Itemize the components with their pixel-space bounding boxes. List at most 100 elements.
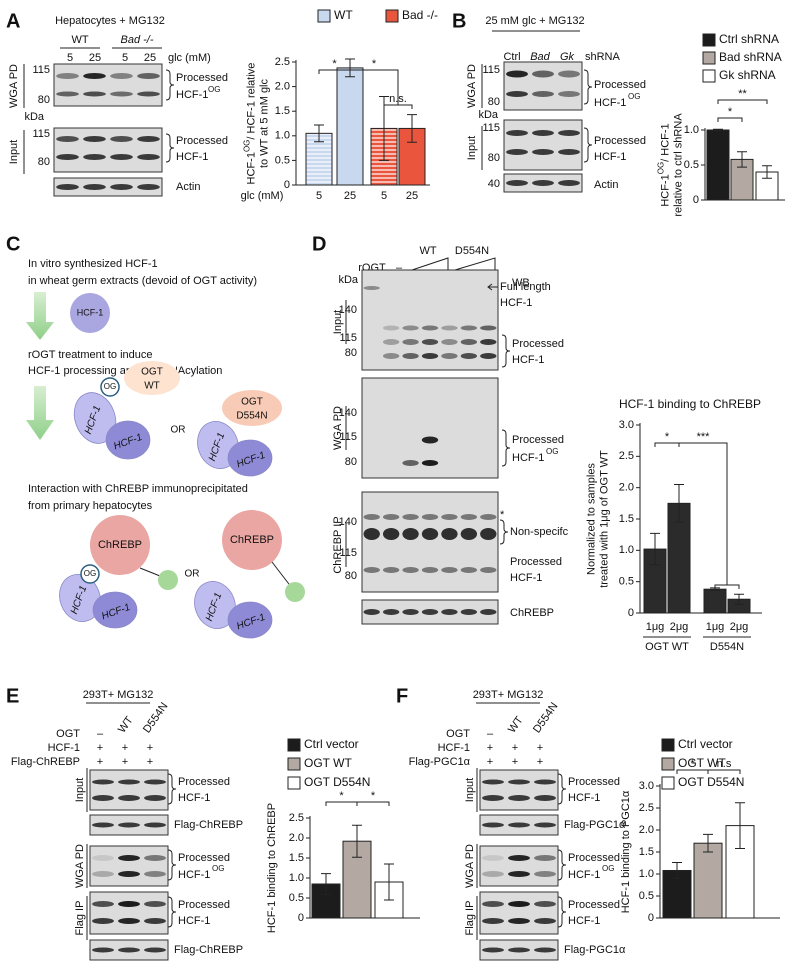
band <box>480 567 497 573</box>
y-tick-label: 2.5 <box>289 812 304 824</box>
y-tick-label: 0.5 <box>639 890 654 902</box>
label: ChREBP <box>98 539 142 551</box>
band <box>534 822 556 828</box>
legend-label: OGT D554N <box>304 775 370 789</box>
band <box>508 871 530 877</box>
label: 293T+ MG132 <box>473 689 544 701</box>
error-bar <box>737 151 747 168</box>
y-tick-label: 2.0 <box>619 482 634 494</box>
legend-label: Ctrl vector <box>678 737 733 751</box>
label: WT <box>71 34 88 46</box>
blot <box>89 891 169 935</box>
y-axis-label-part: HCF-1 <box>659 174 671 206</box>
y-axis-label-part: Normalized to samples <box>585 463 597 575</box>
label: 25 mM glc + MG132 <box>485 15 584 27</box>
label: Processed <box>178 852 230 864</box>
legend-label: Gk shRNA <box>719 68 776 82</box>
legend-swatch <box>317 9 331 23</box>
label: Flag-ChREBP <box>174 819 243 831</box>
legend-swatch <box>385 9 399 23</box>
band <box>508 795 530 801</box>
band <box>118 855 140 861</box>
blot <box>503 119 583 171</box>
hcf1-fragment <box>194 581 236 629</box>
label: ChREBP <box>510 607 554 619</box>
band <box>480 339 497 345</box>
label: Processed <box>178 776 230 788</box>
band <box>118 871 140 877</box>
band <box>402 325 419 331</box>
band <box>480 325 497 331</box>
hcf1-fragment <box>92 591 138 629</box>
y-axis-label: Normalized to samplestreated with 1μg of… <box>585 450 610 588</box>
chrebp-molecule <box>222 510 282 570</box>
label: WT <box>419 245 436 257</box>
hcf1-fragment <box>73 392 117 444</box>
label: 115 <box>482 122 500 134</box>
band <box>382 609 400 615</box>
brace <box>583 127 593 163</box>
band <box>118 795 140 801</box>
band <box>508 779 530 785</box>
error-bar <box>384 863 394 901</box>
label: + <box>147 756 153 768</box>
y-tick-label: 1.0 <box>275 130 290 142</box>
band <box>402 339 419 345</box>
band <box>56 136 79 142</box>
label: OG <box>602 864 614 873</box>
label: OR <box>171 425 186 436</box>
label: HCF-1 <box>594 97 626 109</box>
label: HCF-1 <box>512 452 544 464</box>
label: WT <box>116 714 136 735</box>
band <box>534 871 556 877</box>
band <box>144 901 166 907</box>
band <box>118 947 140 953</box>
blot <box>479 769 559 811</box>
band <box>534 918 556 924</box>
label: OG <box>84 569 96 578</box>
band <box>480 514 497 520</box>
legend-label: Bad -/- <box>402 8 438 22</box>
label: HCF-1 <box>568 915 600 927</box>
band <box>532 70 554 78</box>
band <box>558 130 580 136</box>
y-axis-label-part: HCF-1 binding to PGC1α <box>620 790 632 913</box>
bar <box>703 588 727 614</box>
band <box>83 154 106 160</box>
band <box>482 871 504 877</box>
band <box>421 436 439 444</box>
significance-bracket <box>383 104 413 109</box>
band <box>508 855 530 861</box>
blot <box>479 891 559 935</box>
label: Processed <box>568 899 620 911</box>
band <box>460 567 478 573</box>
label: Interaction with ChREBP immunoprecipitat… <box>28 483 248 495</box>
hcf1-fragment <box>227 601 273 639</box>
label: + <box>97 742 103 754</box>
significance-bracket <box>717 99 768 104</box>
label: Ctrl <box>503 51 520 63</box>
legend-label: Bad shRNA <box>719 50 782 64</box>
label: + <box>537 742 543 754</box>
label: HCF-1 <box>500 297 532 309</box>
significance-label: * <box>690 758 695 770</box>
label: D554N <box>236 411 267 422</box>
band <box>441 567 458 573</box>
band <box>460 609 478 615</box>
band <box>110 73 133 79</box>
label: Processed <box>594 79 646 91</box>
band <box>558 70 580 78</box>
x-tick-label: 25 <box>344 190 356 202</box>
section-label: Input <box>464 778 476 802</box>
significance-label: ** <box>738 88 747 100</box>
band <box>482 855 504 861</box>
band <box>56 154 79 160</box>
label: OG <box>628 92 640 101</box>
label: 115 <box>482 64 500 76</box>
significance-label: * <box>339 790 344 802</box>
label: 80 <box>38 94 50 106</box>
y-tick-label: 3.0 <box>619 419 634 431</box>
x-axis-label: glc (mM) <box>241 190 284 202</box>
band <box>402 528 419 540</box>
y-tick-label: 0 <box>298 912 304 924</box>
